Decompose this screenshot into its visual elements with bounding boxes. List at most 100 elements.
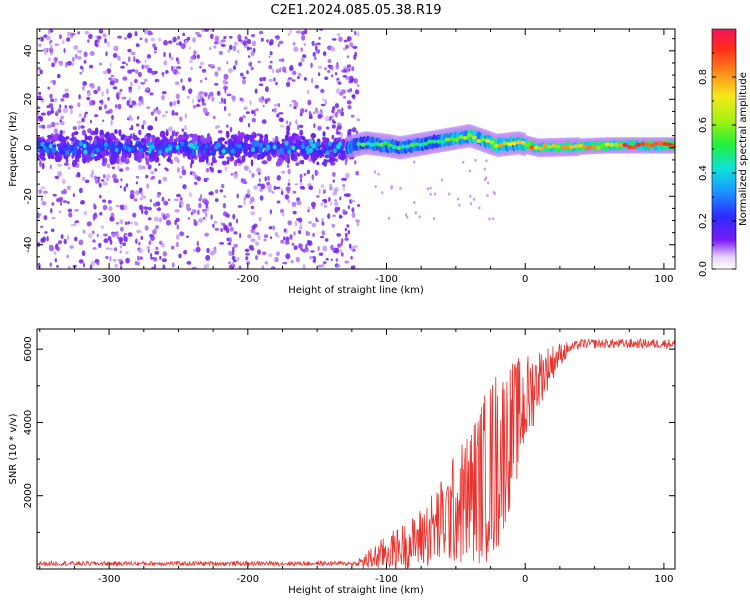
noise-speck bbox=[49, 93, 53, 99]
band-speck bbox=[322, 136, 327, 141]
noise-speck bbox=[102, 204, 108, 211]
noise-speck bbox=[261, 251, 267, 256]
noise-speck bbox=[231, 261, 234, 267]
noise-speck bbox=[340, 89, 346, 95]
noise-speck bbox=[189, 191, 192, 198]
noise-speck bbox=[125, 166, 130, 171]
noise-speck bbox=[271, 108, 275, 112]
noise-speck bbox=[218, 50, 223, 55]
noise-speck bbox=[308, 116, 313, 119]
noise-speck bbox=[39, 213, 42, 217]
noise-speck bbox=[345, 44, 349, 49]
noise-speck bbox=[127, 221, 131, 225]
noise-speck bbox=[267, 253, 273, 258]
band-blob bbox=[279, 148, 284, 154]
noise-speck bbox=[260, 183, 266, 190]
band-speck bbox=[259, 134, 264, 139]
noise-speck bbox=[304, 29, 308, 35]
noise-speck bbox=[154, 70, 158, 75]
noise-speck bbox=[201, 98, 205, 104]
noise-speck bbox=[270, 236, 273, 240]
noise-speck bbox=[266, 183, 271, 189]
noise-speck bbox=[488, 217, 491, 221]
noise-speck bbox=[322, 261, 327, 264]
noise-speck bbox=[107, 163, 111, 169]
noise-speck bbox=[146, 183, 150, 189]
noise-speck bbox=[295, 256, 300, 263]
noise-speck bbox=[248, 122, 250, 128]
noise-speck bbox=[290, 64, 293, 69]
noise-speck bbox=[201, 68, 207, 73]
snr-line bbox=[37, 338, 675, 569]
noise-speck bbox=[78, 94, 81, 100]
noise-speck bbox=[255, 255, 258, 261]
band-blob bbox=[306, 149, 311, 155]
noise-speck bbox=[330, 244, 334, 251]
noise-speck bbox=[288, 178, 291, 184]
noise-speck bbox=[356, 84, 360, 88]
noise-speck bbox=[263, 238, 267, 242]
noise-speck bbox=[134, 31, 138, 37]
noise-speck bbox=[310, 62, 313, 69]
noise-speck bbox=[302, 186, 305, 190]
noise-speck bbox=[352, 265, 356, 269]
colorbar-label: Normalized spectral amplitude bbox=[738, 72, 749, 226]
noise-speck bbox=[236, 193, 239, 199]
band-speck bbox=[261, 152, 265, 159]
noise-speck bbox=[62, 39, 65, 45]
noise-speck bbox=[135, 238, 138, 244]
noise-speck bbox=[155, 224, 160, 229]
noise-speck bbox=[90, 260, 96, 267]
band-speck bbox=[250, 159, 254, 167]
noise-speck bbox=[137, 255, 140, 261]
band-speck bbox=[63, 139, 66, 146]
band-speck bbox=[57, 134, 64, 142]
noise-speck bbox=[62, 107, 68, 114]
band-speck bbox=[124, 158, 130, 165]
noise-speck bbox=[432, 217, 436, 220]
noise-speck bbox=[119, 250, 122, 254]
noise-speck bbox=[269, 39, 274, 45]
noise-speck bbox=[299, 222, 303, 228]
noise-speck bbox=[318, 36, 321, 40]
noise-speck bbox=[279, 208, 285, 214]
noise-speck bbox=[474, 158, 477, 162]
noise-speck bbox=[353, 54, 357, 60]
noise-speck bbox=[351, 207, 355, 213]
colorbar bbox=[711, 28, 737, 270]
noise-speck bbox=[258, 30, 264, 35]
band-speck bbox=[329, 153, 334, 158]
noise-speck bbox=[121, 96, 127, 100]
noise-speck bbox=[109, 62, 112, 68]
noise-speck bbox=[336, 109, 342, 114]
noise-speck bbox=[244, 36, 248, 40]
noise-speck bbox=[221, 183, 225, 189]
noise-speck bbox=[247, 47, 253, 50]
noise-speck bbox=[62, 200, 68, 203]
noise-speck bbox=[199, 79, 203, 83]
band-blob bbox=[221, 148, 226, 154]
band-speck bbox=[297, 140, 303, 146]
noise-speck bbox=[387, 216, 391, 220]
noise-speck bbox=[299, 173, 303, 179]
noise-speck bbox=[278, 112, 284, 115]
noise-speck bbox=[67, 208, 73, 213]
noise-speck bbox=[159, 240, 163, 245]
noise-speck bbox=[142, 120, 147, 125]
ridge-bead bbox=[551, 143, 557, 148]
noise-speck bbox=[110, 74, 115, 78]
noise-speck bbox=[233, 231, 238, 235]
spectrogram-y-label: Frequency (Hz) bbox=[8, 111, 19, 187]
noise-speck bbox=[181, 165, 185, 170]
noise-speck bbox=[297, 72, 302, 78]
noise-speck bbox=[205, 211, 208, 218]
ridge-bead bbox=[502, 141, 508, 146]
noise-speck bbox=[143, 64, 147, 69]
noise-speck bbox=[151, 175, 155, 180]
noise-speck bbox=[110, 247, 113, 251]
noise-speck bbox=[308, 185, 314, 191]
noise-speck bbox=[99, 62, 103, 66]
noise-speck bbox=[105, 110, 111, 114]
noise-speck bbox=[88, 33, 93, 40]
noise-speck bbox=[72, 126, 78, 131]
